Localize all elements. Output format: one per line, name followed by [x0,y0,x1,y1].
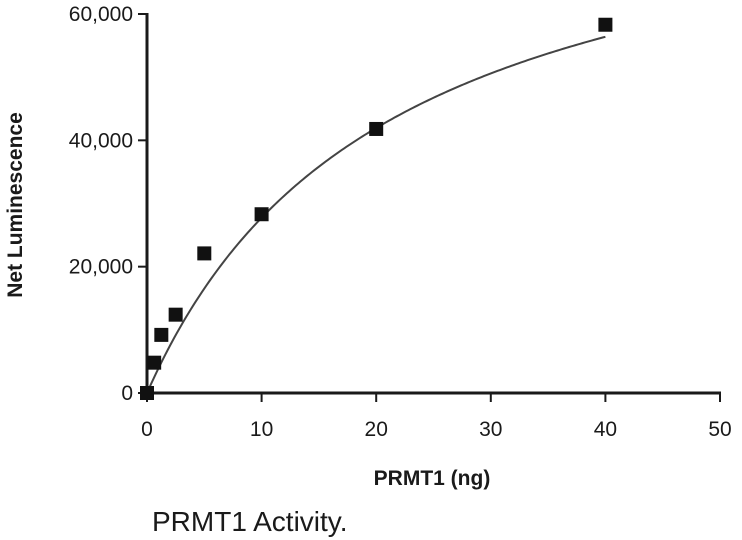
y-axis-label: Net Luminescence [4,112,27,298]
fit-curve [146,35,606,394]
y-tick-label: 60,000 [69,3,133,26]
x-tick-label: 30 [479,418,502,441]
y-tick-label: 0 [121,382,133,405]
x-axis-label: PRMT1 (ng) [374,467,491,490]
axes [145,13,721,395]
data-point [168,307,183,322]
data-point [598,17,613,32]
data-point [154,327,169,342]
y-axis-ticks: 0 20,000 40,000 60,000 [69,3,147,405]
data-point [254,207,269,222]
data-point [369,121,384,136]
y-tick-label: 20,000 [69,256,133,279]
data-point [147,355,162,370]
data-points [140,17,613,400]
x-tick-label: 20 [365,418,388,441]
y-tick-label: 40,000 [69,129,133,152]
figure-caption: PRMT1 Activity. [152,506,348,537]
data-point [140,386,154,400]
x-tick-label: 50 [708,418,731,441]
x-tick-label: 40 [594,418,617,441]
x-axis-ticks: 0 10 20 30 40 50 [141,393,732,441]
x-tick-label: 10 [250,418,273,441]
data-point [197,246,212,261]
x-tick-label: 0 [141,418,153,441]
